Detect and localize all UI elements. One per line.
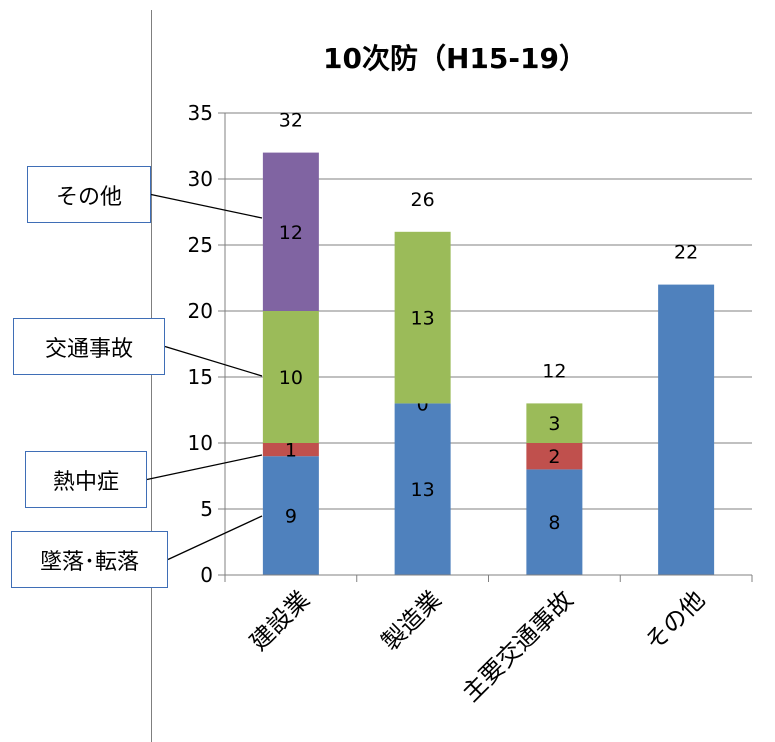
- y-axis: 0 5 10 15 20 25 30 35: [188, 101, 752, 587]
- bar-segment: [394, 231, 451, 404]
- legend-callout: その他: [27, 166, 151, 223]
- callout-leader-lines: [146, 193, 263, 561]
- data-label: 3: [548, 413, 560, 435]
- chart-title: 10次防（H15-19）: [323, 42, 587, 75]
- total-label: 32: [279, 110, 303, 132]
- data-label: 12: [279, 222, 303, 244]
- legend-callout: 墜落･転落: [11, 531, 168, 588]
- callout-leader: [146, 454, 263, 481]
- data-label: 13: [411, 308, 435, 330]
- total-label: 26: [411, 189, 435, 211]
- data-label: 10: [279, 367, 303, 389]
- bar-segment: [394, 403, 451, 575]
- data-label: 9: [285, 506, 297, 528]
- callout-leader: [164, 345, 263, 377]
- bar-segment: [262, 456, 319, 575]
- bar-segment: [526, 443, 583, 470]
- bar-segment: [262, 152, 319, 311]
- y-tick-label: 30: [188, 167, 213, 191]
- bar-segment: [262, 443, 319, 457]
- bar-segment: [526, 469, 583, 575]
- data-label: 8: [548, 512, 560, 534]
- x-category-label: 製造業: [376, 585, 447, 656]
- legend-callout: 交通事故: [13, 318, 165, 375]
- data-label: 13: [411, 479, 435, 501]
- callout-leader: [150, 193, 263, 219]
- x-category-label: その他: [640, 585, 711, 656]
- data-label: 2: [548, 446, 560, 468]
- total-label: 22: [674, 242, 698, 264]
- x-category-label: 建設業: [244, 585, 315, 656]
- data-label: 1: [285, 440, 297, 462]
- legend-callout: 熱中症: [25, 451, 147, 508]
- y-tick-label: 35: [188, 101, 213, 125]
- bar-segment: [526, 403, 583, 443]
- y-tick-label: 25: [188, 233, 213, 257]
- y-tick-label: 0: [200, 563, 213, 587]
- chart-frame-border: [151, 10, 152, 742]
- y-tick-label: 10: [188, 431, 213, 455]
- bar-segment: [262, 311, 319, 443]
- y-tick-label: 15: [188, 365, 213, 389]
- callout-leader: [167, 515, 263, 561]
- bar-segment: [658, 284, 715, 575]
- y-tick-label: 20: [188, 299, 213, 323]
- x-category-label: 主要交通事故: [457, 585, 579, 707]
- x-axis: 建設業 製造業 主要交通事故 その他: [224, 575, 753, 707]
- total-label: 12: [542, 360, 566, 382]
- y-tick-label: 5: [200, 497, 213, 521]
